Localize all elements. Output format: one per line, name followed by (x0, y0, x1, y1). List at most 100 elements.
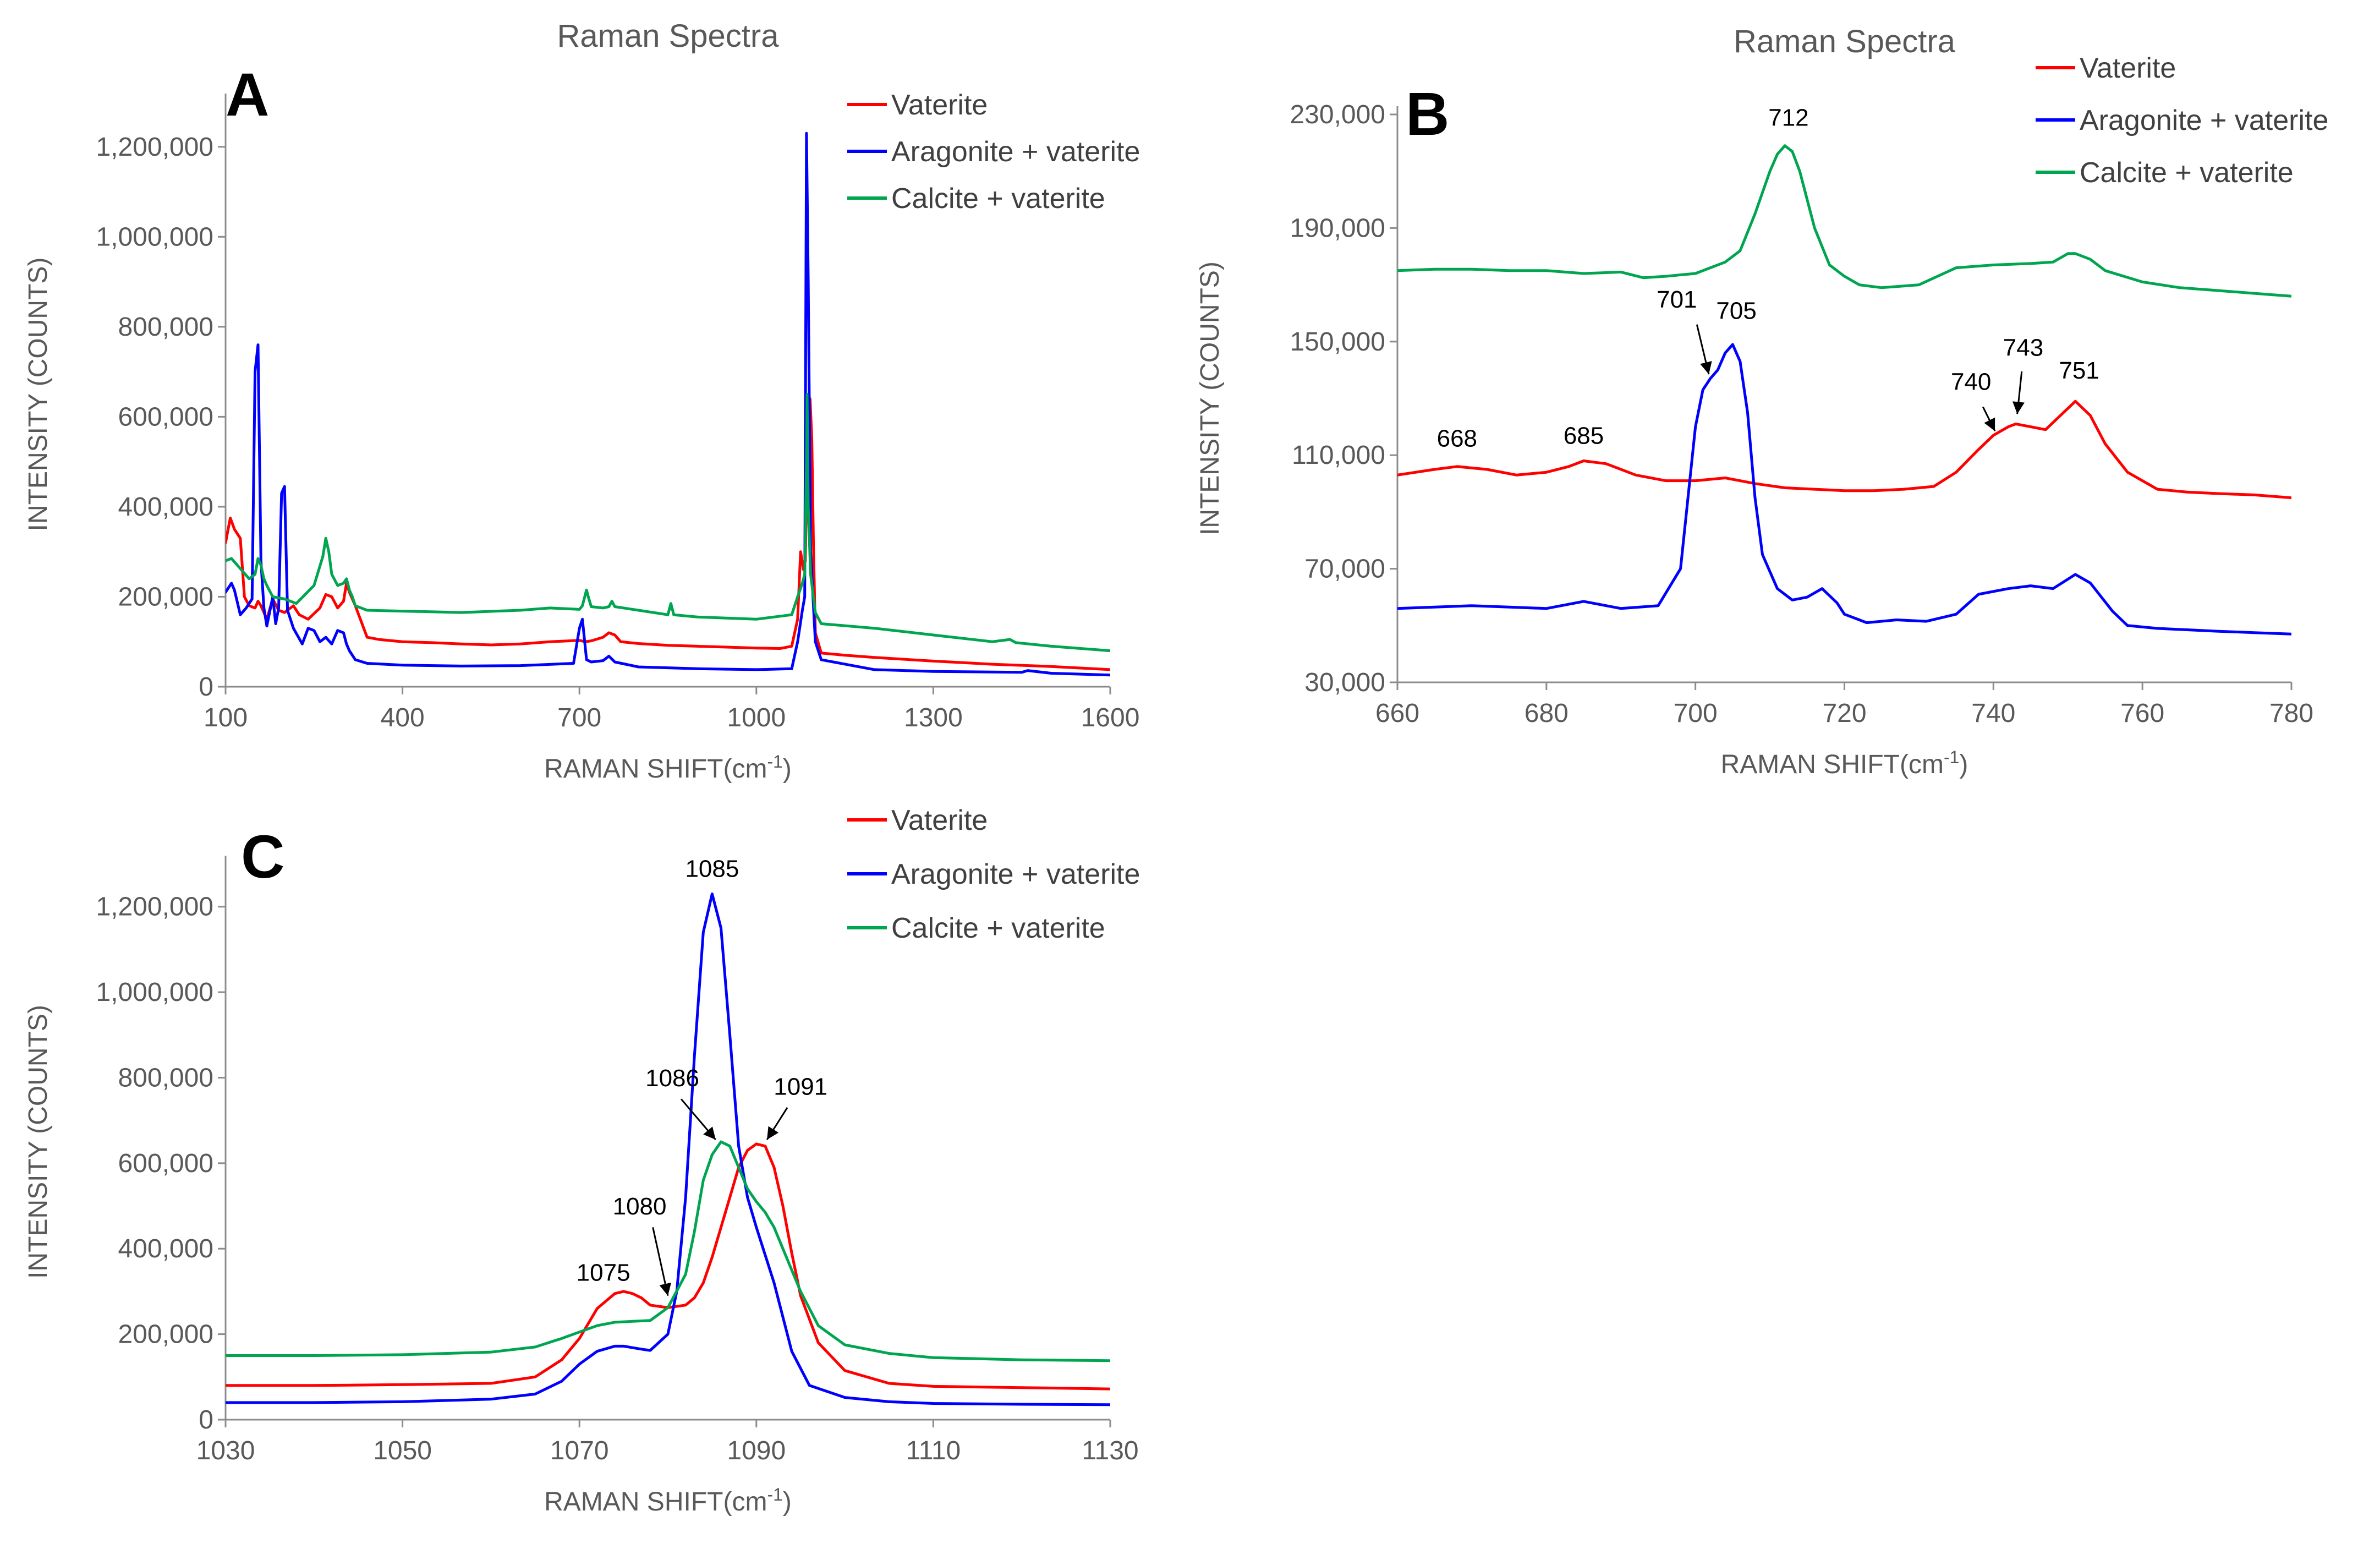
x-tick-label: 680 (1524, 699, 1569, 728)
peak-label: 1091 (774, 1074, 827, 1101)
peak-label: 1085 (685, 855, 739, 882)
series-line-aragonite-vaterite (226, 892, 1110, 1406)
x-axis-title: RAMAN SHIFT(cm-1) (1721, 747, 1968, 779)
series-line-vaterite (1397, 399, 2291, 500)
y-tick-label: 1,000,000 (96, 222, 213, 251)
y-tick-label: 800,000 (118, 1063, 213, 1092)
legend-label-vaterite: Vaterite (891, 89, 988, 121)
y-tick-label: 0 (199, 672, 213, 702)
annotation-arrowhead (1984, 417, 1995, 431)
y-tick-label: 0 (199, 1405, 213, 1435)
x-axis-title: RAMAN SHIFT(cm-1) (544, 752, 792, 784)
x-tick-label: 780 (2269, 699, 2313, 728)
x-tick-label: 400 (381, 703, 425, 732)
y-tick-label: 1,200,000 (96, 133, 213, 162)
y-tick-label: 70,000 (1304, 555, 1385, 584)
y-tick-label: 30,000 (1304, 668, 1385, 697)
x-tick-label: 700 (557, 703, 601, 732)
legend-label-aragonite-vaterite: Aragonite + vaterite (891, 858, 1140, 890)
series-line-calcite-vaterite (226, 393, 1110, 653)
annotation-arrowhead (767, 1126, 779, 1140)
x-tick-label: 720 (1822, 699, 1866, 728)
peak-label: 712 (1768, 105, 1808, 132)
x-tick-label: 700 (1674, 699, 1718, 728)
x-tick-label: 1030 (196, 1436, 255, 1465)
x-tick-label: 1050 (373, 1436, 432, 1465)
x-axis-title-main: RAMAN SHIFT(cm (1721, 750, 1944, 779)
peak-label: 740 (1951, 369, 1991, 396)
x-axis-title-main: RAMAN SHIFT(cm (544, 1487, 767, 1517)
y-tick-label: 200,000 (118, 1320, 213, 1349)
y-tick-label: 400,000 (118, 492, 213, 522)
y-axis-title: INTENSITY (COUNTS) (24, 1005, 53, 1279)
chart-panel-b: Raman Spectra B 30,000 70,000 110,000 150,000… (1196, 24, 2328, 779)
y-tick-label: 600,000 (118, 1149, 213, 1178)
chart-panel-c: C 0 200,000 400,000 600,000 800,000 1,000,000 1… (24, 804, 1140, 1517)
peak-label: 743 (2003, 335, 2043, 362)
x-tick-label: 100 (204, 703, 248, 732)
series-line-vaterite (226, 397, 1110, 671)
panel-label: B (1406, 80, 1449, 148)
peak-label: 668 (1437, 425, 1477, 452)
peak-label: 705 (1716, 298, 1756, 325)
chart-title: Raman Spectra (557, 18, 780, 54)
peak-label: 1075 (577, 1260, 630, 1287)
x-tick-label: 1000 (727, 703, 786, 732)
x-tick-label: 740 (1971, 699, 2015, 728)
peak-label: 1080 (613, 1193, 667, 1220)
y-tick-label: 150,000 (1290, 327, 1385, 357)
chart-title: Raman Spectra (1734, 24, 1956, 59)
legend-label-aragonite-vaterite: Aragonite + vaterite (891, 136, 1140, 168)
y-tick-label: 200,000 (118, 582, 213, 611)
panel-label: A (226, 61, 269, 129)
x-axis-title-end: ) (1959, 750, 1968, 779)
y-tick-label: 800,000 (118, 313, 213, 342)
legend-label-calcite-vaterite: Calcite + vaterite (891, 183, 1105, 215)
y-axis-title: INTENSITY (COUNTS) (24, 258, 53, 532)
series-line-vaterite (226, 1142, 1110, 1391)
chart-panel-a: Raman Spectra A 0 200,000 400,000 600,000 800,… (24, 18, 1140, 784)
legend-label-vaterite: Vaterite (891, 804, 988, 836)
series-line-calcite-vaterite (1397, 144, 2291, 298)
y-tick-label: 190,000 (1290, 214, 1385, 243)
x-axis-title-superscript: -1 (1944, 747, 1959, 767)
x-tick-label: 760 (2120, 699, 2164, 728)
y-tick-label: 230,000 (1290, 100, 1385, 129)
x-tick-label: 660 (1375, 699, 1419, 728)
y-axis-title: INTENSITY (COUNTS) (1196, 261, 1225, 535)
annotation-arrowhead (703, 1126, 716, 1140)
legend-label-vaterite: Vaterite (2080, 52, 2176, 84)
peak-label: 1086 (645, 1065, 699, 1092)
x-axis-title: RAMAN SHIFT(cm-1) (544, 1485, 792, 1517)
y-tick-label: 600,000 (118, 402, 213, 431)
y-tick-label: 1,000,000 (96, 978, 213, 1007)
y-tick-label: 110,000 (1292, 441, 1385, 470)
y-tick-label: 400,000 (118, 1234, 213, 1263)
y-tick-label: 1,200,000 (96, 893, 213, 922)
legend-label-calcite-vaterite: Calcite + vaterite (891, 912, 1105, 944)
x-tick-label: 1090 (727, 1436, 786, 1465)
annotation-arrowhead (659, 1282, 672, 1296)
x-axis-title-superscript: -1 (767, 752, 782, 771)
x-tick-label: 1600 (1081, 703, 1140, 732)
panel-label: C (241, 823, 284, 891)
x-tick-label: 1110 (906, 1436, 961, 1465)
x-axis-title-end: ) (783, 1487, 792, 1517)
x-axis-title-superscript: -1 (767, 1485, 782, 1504)
peak-label: 685 (1564, 423, 1604, 450)
annotation-arrowhead (1700, 361, 1712, 375)
x-tick-label: 1300 (904, 703, 963, 732)
series-line-calcite-vaterite (226, 1140, 1110, 1362)
series-line-aragonite-vaterite (226, 132, 1110, 677)
peak-label: 701 (1657, 286, 1697, 313)
legend-label-aragonite-vaterite: Aragonite + vaterite (2080, 105, 2328, 136)
series-line-aragonite-vaterite (1397, 343, 2291, 636)
peak-label: 751 (2059, 357, 2099, 384)
x-tick-label: 1130 (1082, 1436, 1138, 1465)
x-axis-title-end: ) (783, 754, 792, 784)
legend-label-calcite-vaterite: Calcite + vaterite (2080, 157, 2294, 189)
x-axis-title-main: RAMAN SHIFT(cm (544, 754, 767, 784)
annotation-arrowhead (2012, 401, 2025, 414)
x-tick-label: 1070 (550, 1436, 609, 1465)
